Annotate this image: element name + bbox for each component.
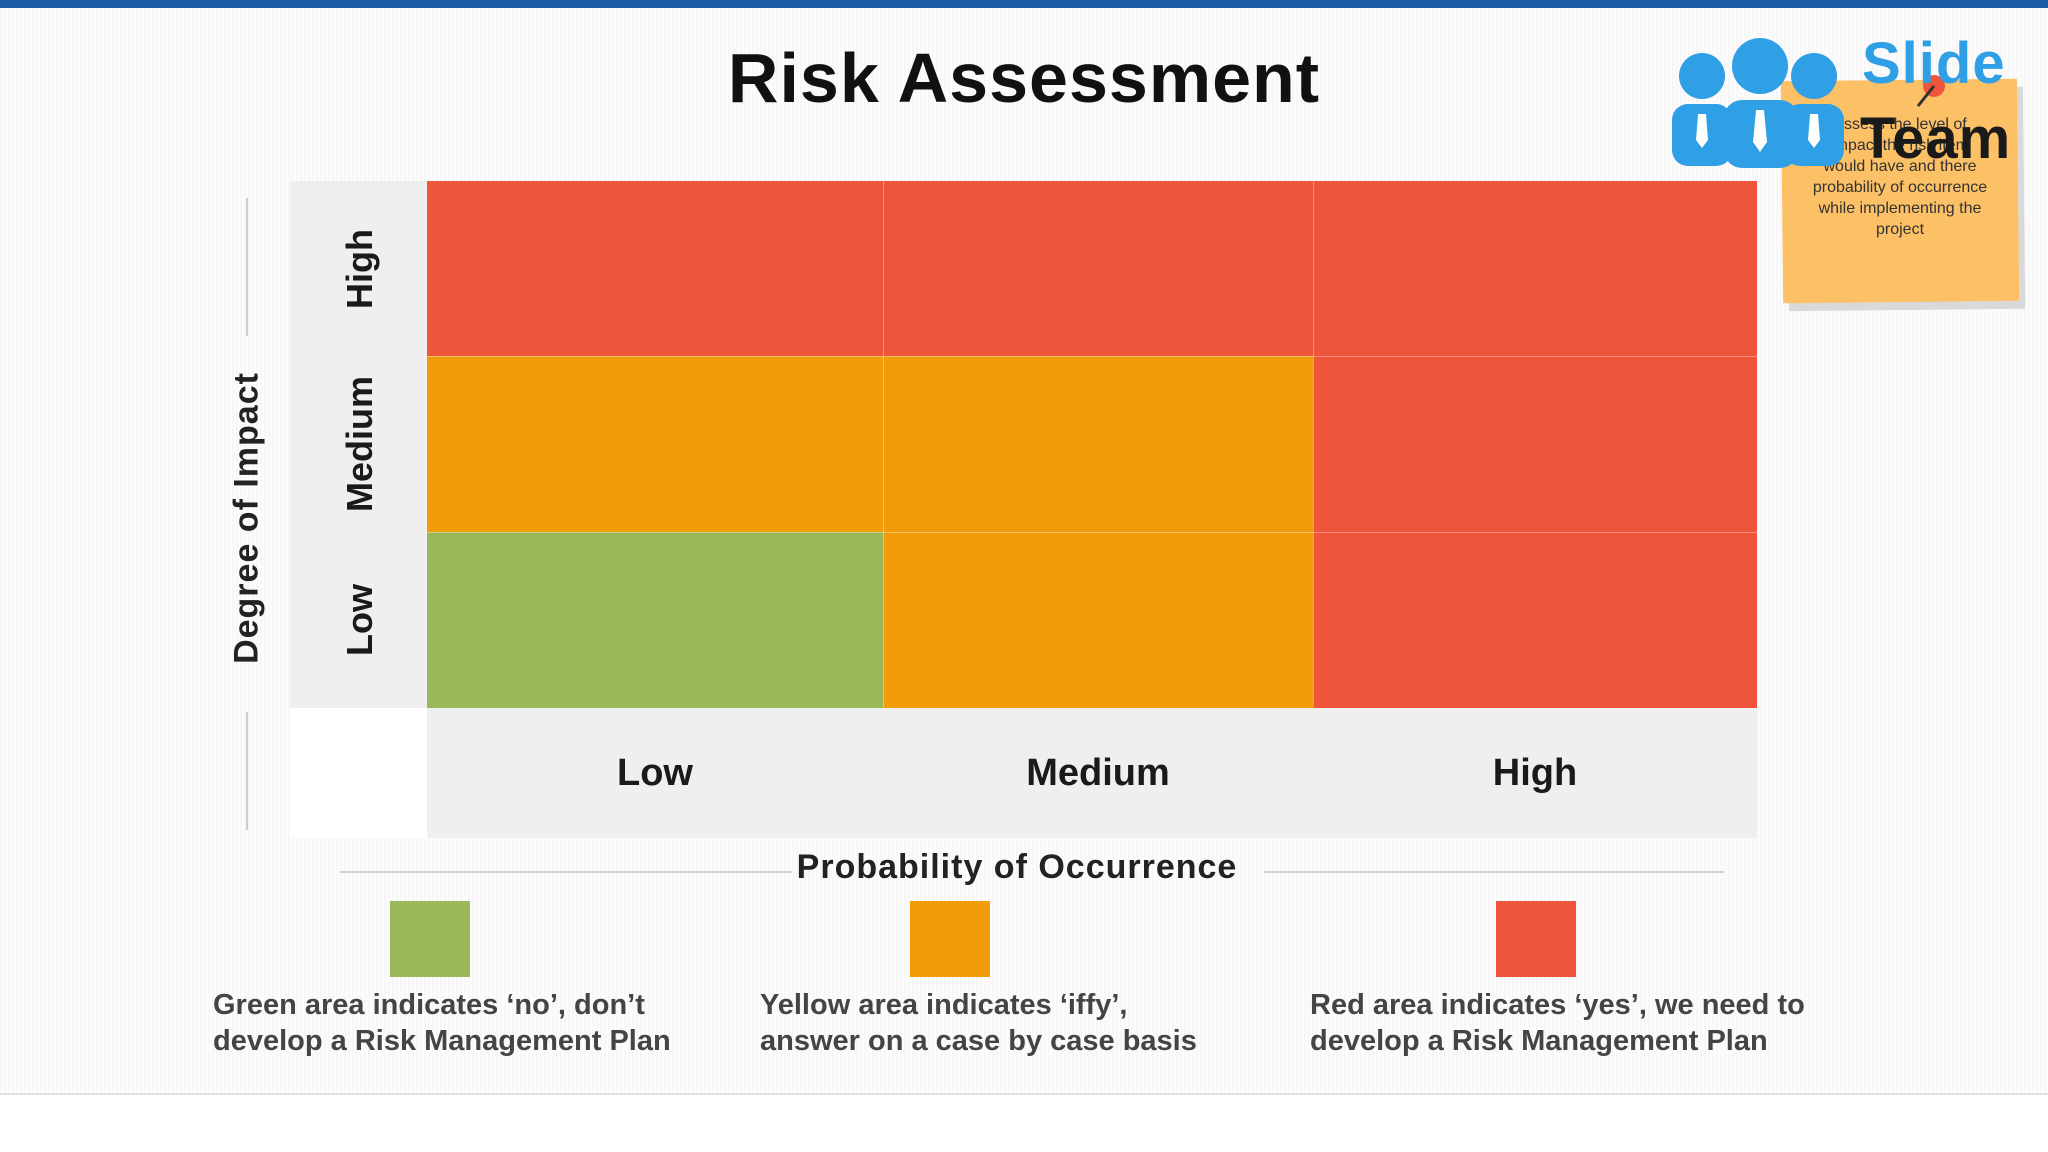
matrix-divider <box>427 532 1757 533</box>
matrix-cell-low-low <box>427 532 883 708</box>
legend-swatch-green <box>390 901 470 977</box>
matrix-cell-low-high <box>1313 532 1757 708</box>
matrix-cell-high-high <box>1313 181 1757 356</box>
note-line: would have and there <box>1823 158 1977 175</box>
legend-line: answer on a case by case basis <box>760 1025 1197 1057</box>
legend-swatch-orange <box>910 901 990 977</box>
legend-line: develop a Risk Management Plan <box>213 1025 671 1057</box>
impact-label-high: High <box>339 229 380 309</box>
legend-line: Yellow area indicates ‘iffy’, <box>760 989 1128 1021</box>
top-accent-bar <box>0 0 2048 8</box>
impact-level-panel <box>290 181 427 708</box>
slideteam-logo-icon <box>1672 38 1945 168</box>
y-axis-line-top <box>246 198 248 336</box>
probability-label-low: Low <box>617 752 693 794</box>
legend-line: Green area indicates ‘no’, don’t <box>213 989 645 1021</box>
logo-word-team: Team <box>1860 106 2012 171</box>
matrix-divider <box>1313 181 1314 708</box>
note-line: probability of occurrence <box>1812 179 1988 196</box>
note-line: Assess the level of <box>1833 116 1967 133</box>
x-axis-title: Probability of Occurrence <box>796 848 1238 886</box>
note-line: while implementing the <box>1818 200 1982 217</box>
y-axis-title: Degree of Impact <box>227 372 266 664</box>
matrix-cell-medium-medium <box>883 356 1313 532</box>
probability-label-high: High <box>1492 752 1578 794</box>
slide-title: Risk Assessment <box>727 39 1321 117</box>
legend-text-red: Red area indicates ‘yes’, we need to dev… <box>1310 987 1805 1059</box>
impact-label-medium: Medium <box>339 375 380 513</box>
matrix-divider <box>883 181 884 708</box>
note-line: impact the risk item <box>1831 137 1969 154</box>
legend-line: Red area indicates ‘yes’, we need to <box>1310 989 1805 1021</box>
matrix-cell-low-medium <box>883 532 1313 708</box>
matrix-cell-high-low <box>427 181 883 356</box>
legend-line: develop a Risk Management Plan <box>1310 1025 1768 1057</box>
matrix-corner <box>290 708 427 838</box>
matrix-divider <box>427 356 1757 357</box>
probability-level-panel <box>427 708 1757 838</box>
x-axis-line-left <box>340 871 792 873</box>
legend-text-orange: Yellow area indicates ‘iffy’, answer on … <box>760 987 1197 1059</box>
sticky-note-text: Assess the level of impact the risk item… <box>1782 114 2018 240</box>
note-line: project <box>1875 221 1925 238</box>
matrix-cell-medium-low <box>427 356 883 532</box>
matrix-cell-high-medium <box>883 181 1313 356</box>
impact-label-low: Low <box>339 584 380 656</box>
x-axis-line-right <box>1264 871 1724 873</box>
probability-label-medium: Medium <box>1026 752 1170 794</box>
matrix-cell-medium-high <box>1313 356 1757 532</box>
slide-bottom-border <box>0 1093 2048 1095</box>
logo-word-slide: Slide <box>1862 31 2006 96</box>
legend-text-green: Green area indicates ‘no’, don’t develop… <box>213 987 671 1059</box>
legend-swatch-red <box>1496 901 1576 977</box>
y-axis-line-bottom <box>246 712 248 830</box>
